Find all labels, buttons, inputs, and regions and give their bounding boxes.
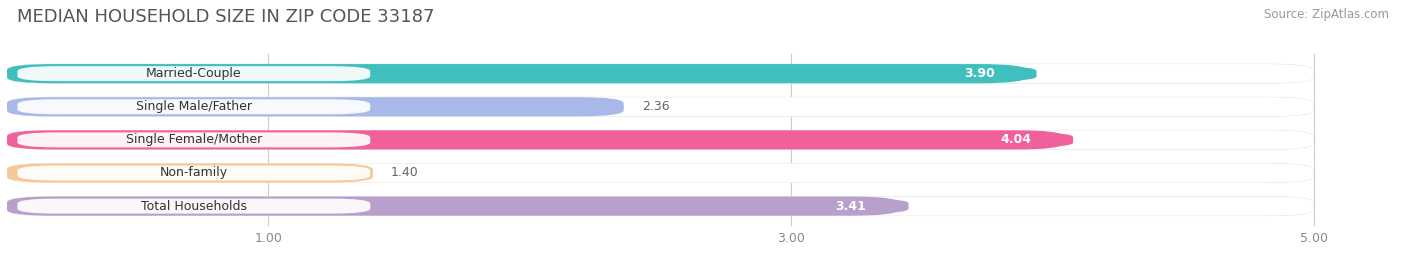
FancyBboxPatch shape	[7, 163, 1313, 183]
FancyBboxPatch shape	[7, 130, 1313, 150]
FancyBboxPatch shape	[17, 99, 370, 114]
FancyBboxPatch shape	[924, 67, 1036, 81]
Text: Married-Couple: Married-Couple	[146, 67, 242, 80]
FancyBboxPatch shape	[17, 66, 370, 81]
FancyBboxPatch shape	[7, 97, 1313, 117]
FancyBboxPatch shape	[796, 199, 908, 213]
FancyBboxPatch shape	[7, 130, 1063, 150]
FancyBboxPatch shape	[17, 132, 370, 147]
Text: MEDIAN HOUSEHOLD SIZE IN ZIP CODE 33187: MEDIAN HOUSEHOLD SIZE IN ZIP CODE 33187	[17, 8, 434, 26]
FancyBboxPatch shape	[960, 133, 1073, 147]
FancyBboxPatch shape	[17, 165, 370, 180]
FancyBboxPatch shape	[7, 163, 373, 183]
FancyBboxPatch shape	[7, 97, 1313, 116]
Text: 4.04: 4.04	[1000, 133, 1031, 146]
FancyBboxPatch shape	[7, 130, 1313, 150]
FancyBboxPatch shape	[7, 163, 1313, 183]
Text: Single Male/Father: Single Male/Father	[136, 100, 252, 113]
Text: 2.36: 2.36	[643, 100, 669, 113]
Text: Source: ZipAtlas.com: Source: ZipAtlas.com	[1264, 8, 1389, 21]
FancyBboxPatch shape	[7, 64, 1026, 83]
Text: 3.90: 3.90	[963, 67, 994, 80]
FancyBboxPatch shape	[17, 199, 370, 214]
FancyBboxPatch shape	[7, 64, 1313, 83]
FancyBboxPatch shape	[7, 64, 1313, 84]
FancyBboxPatch shape	[7, 97, 624, 116]
FancyBboxPatch shape	[7, 196, 1313, 216]
Text: Single Female/Mother: Single Female/Mother	[125, 133, 262, 146]
Text: 1.40: 1.40	[391, 167, 419, 179]
Text: 3.41: 3.41	[835, 200, 866, 213]
Text: Total Households: Total Households	[141, 200, 247, 213]
FancyBboxPatch shape	[7, 196, 898, 216]
Text: Non-family: Non-family	[160, 167, 228, 179]
FancyBboxPatch shape	[7, 196, 1313, 216]
